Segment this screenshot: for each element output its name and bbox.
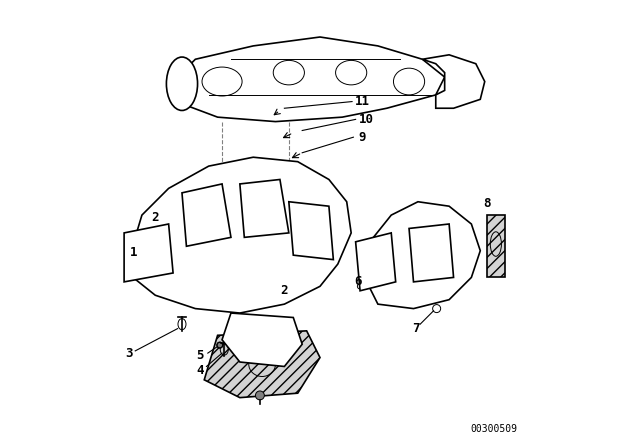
Text: 9: 9: [358, 131, 366, 144]
Polygon shape: [356, 233, 396, 291]
Polygon shape: [487, 215, 505, 277]
Text: 2: 2: [152, 211, 159, 224]
Text: 8: 8: [483, 198, 491, 211]
Text: 5: 5: [196, 349, 204, 362]
Text: 00300509: 00300509: [470, 424, 517, 434]
Polygon shape: [222, 313, 302, 366]
Polygon shape: [129, 157, 351, 313]
Text: 6: 6: [354, 276, 362, 289]
Ellipse shape: [166, 57, 198, 111]
Polygon shape: [182, 184, 231, 246]
Polygon shape: [124, 224, 173, 282]
Polygon shape: [204, 331, 320, 398]
Text: 2: 2: [280, 284, 288, 297]
Text: 1: 1: [130, 246, 138, 259]
Ellipse shape: [217, 342, 223, 348]
Polygon shape: [173, 37, 445, 121]
Text: 7: 7: [412, 322, 419, 335]
Ellipse shape: [255, 391, 264, 400]
Polygon shape: [422, 55, 484, 108]
Polygon shape: [289, 202, 333, 260]
Text: 3: 3: [125, 347, 132, 360]
Polygon shape: [409, 224, 454, 282]
Text: 11: 11: [355, 95, 370, 108]
Text: 10: 10: [359, 113, 374, 126]
Polygon shape: [365, 202, 480, 309]
Text: 4: 4: [196, 364, 204, 377]
Polygon shape: [240, 180, 289, 237]
